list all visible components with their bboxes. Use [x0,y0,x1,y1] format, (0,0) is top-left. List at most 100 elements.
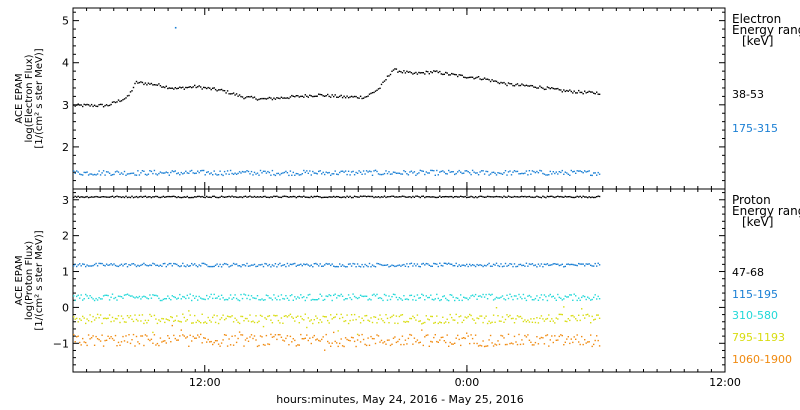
data-point [361,97,363,100]
data-point [110,296,112,298]
data-point [207,171,209,173]
data-point [297,95,299,97]
data-point [409,317,411,320]
data-point [114,296,117,299]
data-point [200,265,202,267]
data-point [546,174,549,176]
data-point [125,321,127,323]
data-point [164,196,166,198]
data-point [489,294,492,296]
data-point [105,339,108,341]
data-point [207,298,209,300]
data-point [488,195,490,198]
data-point [524,319,526,321]
data-point [182,295,184,298]
data-point [585,171,587,173]
data-point [183,296,185,298]
data-point [374,316,377,318]
data-point [380,196,383,198]
data-point [116,345,118,347]
data-point [579,319,581,322]
data-point [155,344,157,346]
data-point [413,72,416,74]
data-point [373,170,375,172]
data-point [116,195,118,197]
data-point [392,195,395,197]
data-point [144,264,147,266]
data-point [89,314,91,316]
data-point [567,296,569,298]
data-point [416,314,419,316]
data-point [573,316,575,318]
data-point [368,344,371,346]
data-point [301,338,303,340]
data-point [225,334,227,336]
data-point [328,196,330,198]
data-point [542,337,544,339]
data-point [570,294,572,296]
data-point [188,310,190,312]
data-point [515,265,517,268]
data-point [391,173,393,175]
data-point [474,77,477,79]
data-point [98,196,100,198]
data-point [584,196,586,198]
data-point [73,104,75,106]
data-point [182,334,184,336]
data-point [397,340,399,343]
data-point [455,297,457,299]
data-point [116,265,118,267]
data-point [394,171,396,174]
data-point [530,196,532,198]
data-point [542,318,544,320]
data-point [114,334,117,337]
data-point [448,345,450,347]
data-point [518,333,520,336]
data-point [445,341,447,344]
data-point [229,265,232,267]
data-point [370,195,372,198]
data-point [428,296,430,299]
data-point [253,263,256,266]
data-point [334,293,336,295]
data-point [318,298,320,300]
data-point [186,319,188,321]
data-point [226,170,229,172]
data-point [79,196,81,199]
data-point [203,298,205,300]
data-point [566,338,568,340]
data-point [588,315,590,317]
data-point [593,319,595,321]
data-point [310,342,312,345]
data-point [80,196,82,198]
data-point [85,196,87,198]
data-point [303,338,305,340]
data-point [96,265,99,267]
data-point [219,345,221,347]
data-point [271,196,274,198]
data-point [276,338,278,341]
data-point [546,86,549,88]
data-point [89,173,91,175]
data-point [138,314,141,316]
data-point [555,339,557,341]
data-point [144,82,147,84]
data-point [120,100,123,102]
data-point [283,97,286,99]
data-point [120,172,123,174]
data-point [379,263,381,266]
data-point [367,299,369,301]
data-point [137,320,139,322]
data-point [337,173,339,176]
data-point [401,264,404,266]
data-point [437,297,439,300]
data-point [383,321,386,324]
data-point [212,174,214,176]
data-point [288,196,290,198]
data-point [361,195,363,198]
data-point [330,345,332,347]
data-point [234,317,236,319]
data-point [327,319,329,322]
data-point [343,320,345,323]
data-point [479,315,481,317]
